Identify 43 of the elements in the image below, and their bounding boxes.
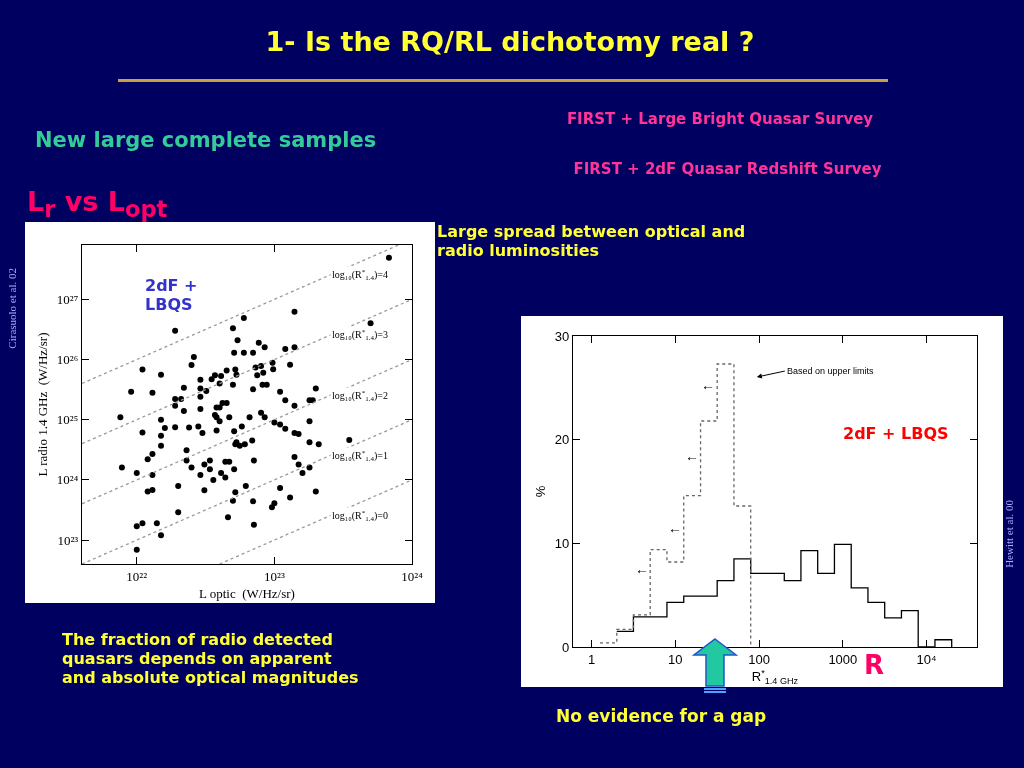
annotation: ←: [668, 520, 682, 536]
x-tick-label: 1000: [828, 651, 858, 667]
text: New large complete samples: [35, 128, 378, 152]
x-axis-title: L optic (W/Hz/sr): [199, 586, 295, 602]
text: Cirasuolo et al. 02: [6, 268, 18, 349]
x-tick-label: 10²³: [263, 568, 285, 584]
y-tick-label: 10²⁴: [56, 472, 79, 488]
text: R: [864, 650, 886, 680]
x-tick-label: 100: [748, 651, 770, 667]
series-label: log₁₀(R$^{*}$$_{1.4}$)=1: [332, 449, 388, 464]
annotation: 2dF + LBQS: [843, 424, 950, 443]
y-tick-label: 10: [554, 535, 570, 551]
series-label: log₁₀(R$^{*}$$_{1.4}$)=3: [332, 328, 388, 343]
text: No evidence for a gap: [556, 706, 768, 726]
y-tick-label: 10²³: [57, 532, 79, 548]
text: FIRST + Large Bright Quasar Survey: [565, 110, 875, 128]
series-label: log₁₀(R$^{*}$$_{1.4}$)=0: [332, 509, 388, 524]
annotation: 2dF + LBQS: [145, 276, 199, 314]
text: 1- Is the RQ/RL dichotomy real ?: [264, 26, 756, 57]
y-tick-label: 10²⁷: [56, 291, 79, 307]
text: The fraction of radio detected quasars depends on apparent and absolute optical magnitudes: [62, 630, 360, 687]
x-tick-label: 10²⁴: [401, 568, 424, 584]
annotation: ←: [635, 561, 649, 577]
text: Large spread between optical and radio luminosities: [437, 222, 747, 260]
y-tick-label: 30: [554, 328, 570, 344]
x-tick-label: 10²²: [126, 568, 148, 584]
annotation: ←: [701, 377, 715, 393]
y-axis-title: %: [532, 485, 548, 498]
chart-title: L$_{r}$ vs L$_{opt}$: [27, 186, 169, 223]
text: Hewitt et al. 00: [1003, 500, 1015, 568]
y-tick-label: 10²⁵: [56, 412, 79, 428]
y-tick-label: 10²⁶: [56, 352, 79, 368]
y-axis-title: L radio 1.4 GHz (W/Hz/sr): [34, 332, 50, 477]
annotation: ←: [685, 448, 699, 464]
text: FIRST + 2dF Quasar Redshift Survey: [572, 160, 883, 178]
x-tick-label: 1: [587, 651, 596, 667]
y-tick-label: 0: [561, 639, 570, 655]
series-label: log₁₀(R$^{*}$$_{1.4}$)=2: [332, 389, 388, 404]
series-label: log₁₀(R$^{*}$$_{1.4}$)=4: [332, 268, 388, 283]
annotation: Based on upper limits: [787, 366, 875, 376]
x-tick-label: 10: [668, 651, 683, 667]
x-tick-label: 10⁴: [916, 651, 937, 667]
y-tick-label: 20: [554, 432, 570, 448]
